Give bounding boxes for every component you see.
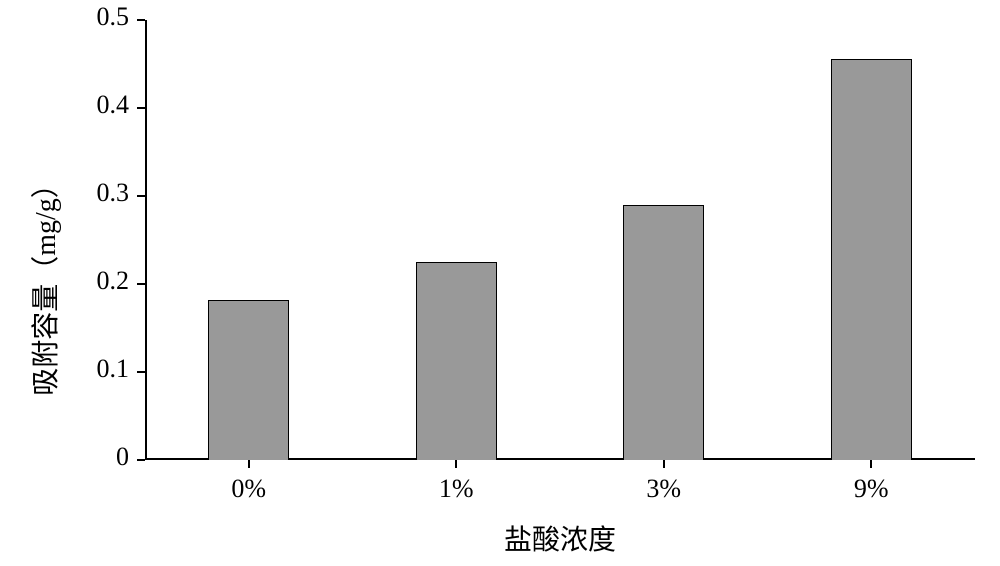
x-tick-label: 9% bbox=[811, 474, 931, 504]
y-tick-label: 0.1 bbox=[59, 354, 129, 384]
x-tick-label: 3% bbox=[604, 474, 724, 504]
y-tick-label: 0 bbox=[59, 442, 129, 472]
y-tick bbox=[137, 283, 145, 285]
y-tick-label: 0.5 bbox=[59, 2, 129, 32]
x-tick-label: 0% bbox=[189, 474, 309, 504]
y-tick-label: 0.2 bbox=[59, 266, 129, 296]
y-tick bbox=[137, 195, 145, 197]
x-tick bbox=[663, 460, 665, 468]
y-tick bbox=[137, 107, 145, 109]
bar bbox=[623, 205, 704, 460]
bar bbox=[208, 300, 289, 460]
y-axis-label: 吸附容量（mg/g） bbox=[24, 170, 64, 396]
y-axis bbox=[145, 20, 147, 460]
x-tick bbox=[455, 460, 457, 468]
bar bbox=[416, 262, 497, 460]
x-tick-label: 1% bbox=[396, 474, 516, 504]
x-tick bbox=[870, 460, 872, 468]
x-axis-label: 盐酸浓度 bbox=[145, 518, 975, 558]
bar bbox=[831, 59, 912, 460]
y-tick bbox=[137, 371, 145, 373]
y-tick-label: 0.4 bbox=[59, 90, 129, 120]
plot-area: 00.10.20.30.40.50%1%3%9% bbox=[145, 20, 975, 460]
y-tick bbox=[137, 459, 145, 461]
y-tick-label: 0.3 bbox=[59, 178, 129, 208]
y-tick bbox=[137, 19, 145, 21]
chart: 吸附容量（mg/g） 00.10.20.30.40.50%1%3%9% 盐酸浓度 bbox=[0, 0, 1000, 566]
x-tick bbox=[248, 460, 250, 468]
